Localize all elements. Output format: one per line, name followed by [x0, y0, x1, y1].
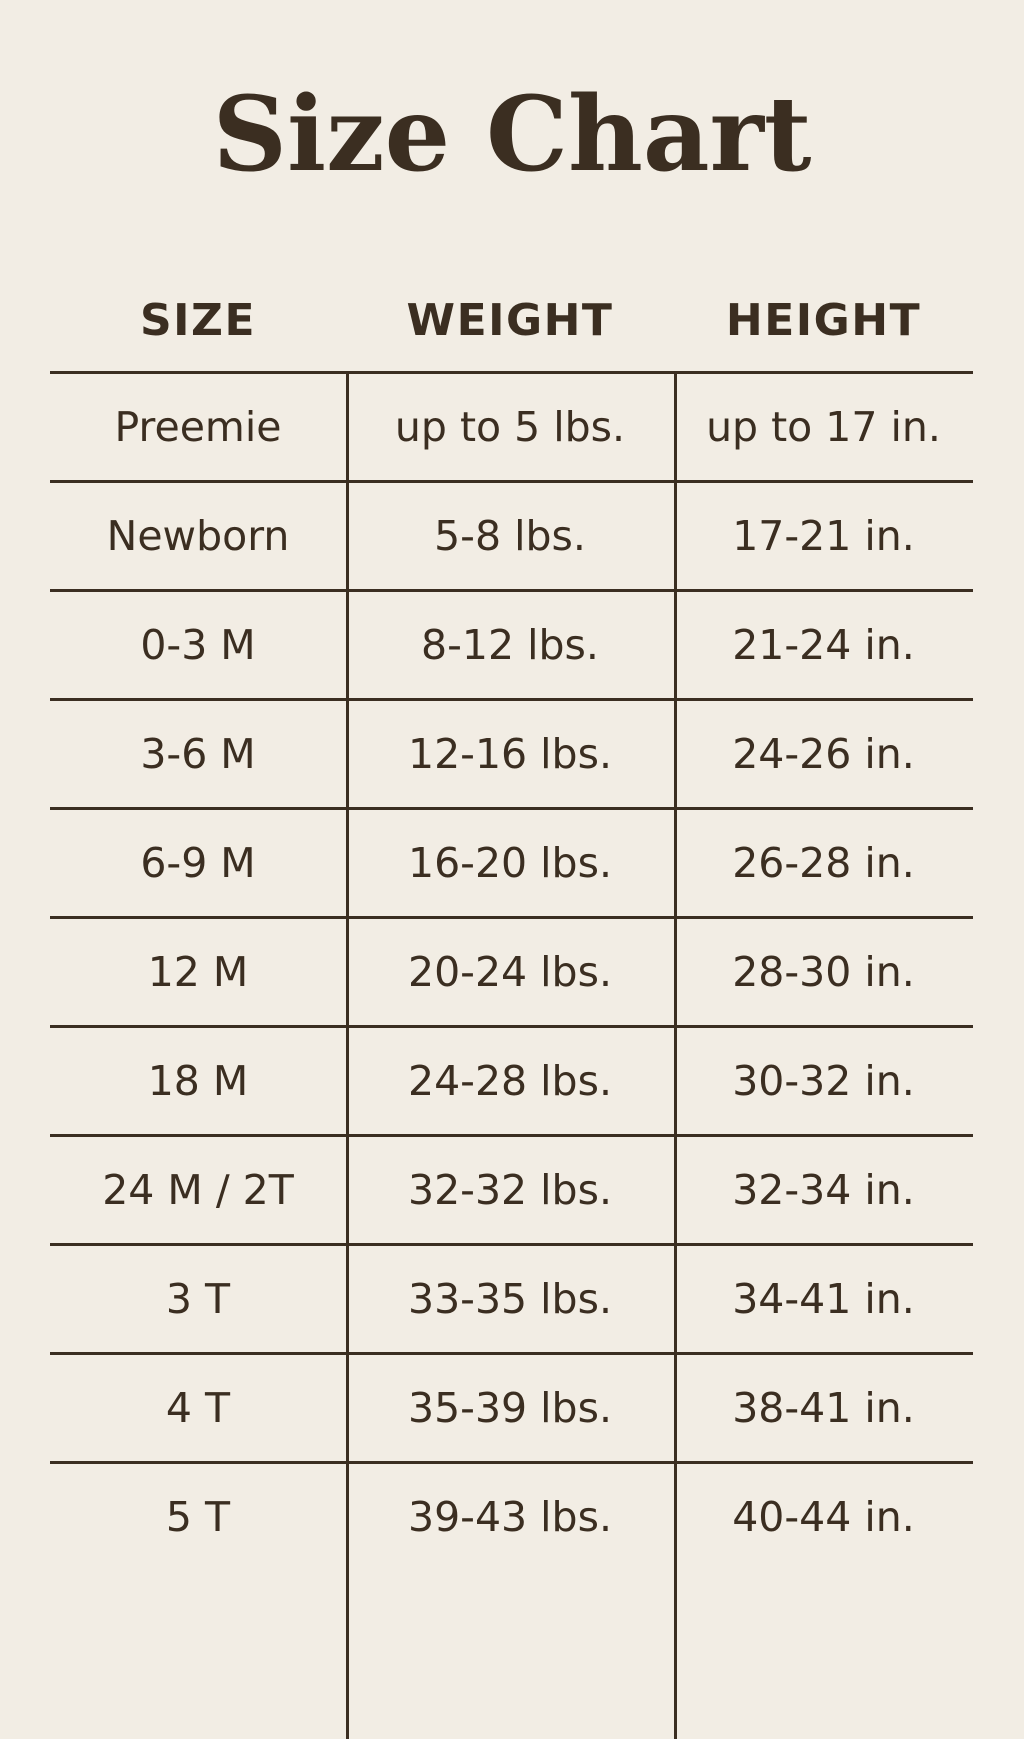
table-row: 0-3 M 8-12 lbs. 21-24 in.	[50, 589, 973, 698]
cell-weight: 39-43 lbs.	[408, 1492, 612, 1541]
cell-weight: 20-24 lbs.	[408, 947, 612, 996]
table-row: 12 M 20-24 lbs. 28-30 in.	[50, 916, 973, 1025]
cell-size: 6-9 M	[140, 838, 256, 887]
table-body: Preemie up to 5 lbs. up to 17 in. Newbor…	[50, 371, 973, 1739]
cell-size: 5 T	[165, 1492, 231, 1541]
cell-size: 24 M / 2T	[102, 1165, 294, 1214]
cell-size: 12 M	[147, 947, 249, 996]
cell-height: 32-34 in.	[732, 1165, 915, 1214]
table-row: Preemie up to 5 lbs. up to 17 in.	[50, 371, 973, 480]
cell-weight: 12-16 lbs.	[408, 729, 612, 778]
cell-height: 17-21 in.	[732, 511, 915, 560]
cell-size: 4 T	[165, 1383, 231, 1432]
size-chart-table: SIZE WEIGHT HEIGHT Preemie up to 5 lbs. …	[50, 270, 973, 1739]
cell-size: 3 T	[165, 1274, 231, 1323]
cell-weight: 35-39 lbs.	[408, 1383, 612, 1432]
table-row: 3 T 33-35 lbs. 34-41 in.	[50, 1243, 973, 1352]
column-header-weight: WEIGHT	[406, 295, 614, 346]
cell-weight: 8-12 lbs.	[421, 620, 599, 669]
table-row: 18 M 24-28 lbs. 30-32 in.	[50, 1025, 973, 1134]
cell-height: 24-26 in.	[732, 729, 915, 778]
cell-height: 28-30 in.	[732, 947, 915, 996]
cell-size: 3-6 M	[140, 729, 256, 778]
cell-height: 21-24 in.	[732, 620, 915, 669]
cell-height: 34-41 in.	[732, 1274, 915, 1323]
table-row: 5 T 39-43 lbs. 40-44 in.	[50, 1461, 973, 1570]
table-row: 4 T 35-39 lbs. 38-41 in.	[50, 1352, 973, 1461]
cell-weight: 5-8 lbs.	[434, 511, 586, 560]
table-row: 6-9 M 16-20 lbs. 26-28 in.	[50, 807, 973, 916]
cell-weight: 16-20 lbs.	[408, 838, 612, 887]
cell-weight: 33-35 lbs.	[408, 1274, 612, 1323]
cell-size: 18 M	[147, 1056, 249, 1105]
column-header-height: HEIGHT	[725, 295, 922, 346]
cell-weight: 32-32 lbs.	[408, 1165, 612, 1214]
table-row: Newborn 5-8 lbs. 17-21 in.	[50, 480, 973, 589]
cell-height: 40-44 in.	[732, 1492, 915, 1541]
table-row: 3-6 M 12-16 lbs. 24-26 in.	[50, 698, 973, 807]
cell-weight: up to 5 lbs.	[394, 402, 626, 451]
cell-height: 30-32 in.	[732, 1056, 915, 1105]
cell-height: up to 17 in.	[706, 402, 941, 451]
page-title: Size Chart	[212, 74, 812, 195]
cell-weight: 24-28 lbs.	[408, 1056, 612, 1105]
cell-height: 38-41 in.	[732, 1383, 915, 1432]
table-row: 24 M / 2T 32-32 lbs. 32-34 in.	[50, 1134, 973, 1243]
column-header-size: SIZE	[139, 295, 257, 346]
cell-height: 26-28 in.	[732, 838, 915, 887]
table-header-row: SIZE WEIGHT HEIGHT	[50, 270, 973, 371]
cell-size: Newborn	[106, 511, 290, 560]
cell-size: 0-3 M	[140, 620, 256, 669]
cell-size: Preemie	[114, 402, 282, 451]
column-divider-2	[674, 371, 677, 1739]
column-divider-1	[346, 371, 349, 1739]
